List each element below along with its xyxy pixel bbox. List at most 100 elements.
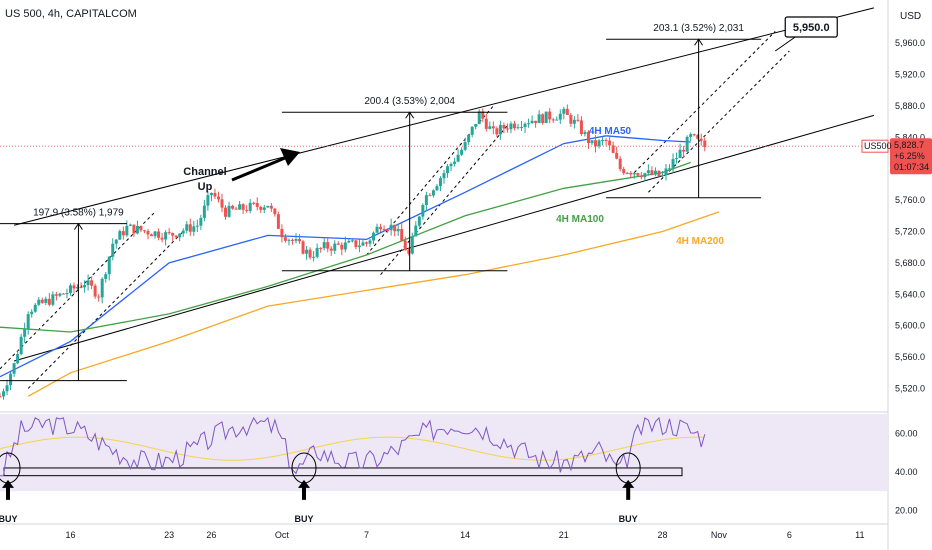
candle-body	[591, 140, 594, 143]
dashed-channel-line	[0, 212, 155, 369]
candle-body	[122, 231, 125, 235]
candle-body	[104, 274, 107, 279]
candle-body	[270, 206, 273, 209]
candle-body	[594, 140, 597, 146]
candle-body	[115, 240, 118, 244]
candle-body	[13, 363, 16, 374]
time-tick-label: 23	[164, 530, 174, 540]
rsi-tick-label: 20.00	[895, 505, 918, 515]
time-tick-label: 14	[460, 530, 470, 540]
candle-body	[210, 193, 213, 195]
candle-body	[460, 150, 463, 155]
candle-body	[196, 226, 199, 227]
channel-upper-line	[14, 8, 874, 225]
target-callout-label: 5,950.0	[793, 22, 830, 34]
candle-body	[185, 224, 188, 230]
channel-lower-line	[14, 115, 874, 361]
candle-body	[44, 299, 47, 303]
candle-body	[2, 391, 5, 396]
candle-body	[287, 240, 290, 241]
candle-body	[139, 226, 142, 230]
candle-body	[566, 109, 569, 115]
candle-body	[97, 297, 100, 298]
candle-body	[62, 294, 65, 295]
candle-body	[249, 203, 252, 211]
candle-body	[23, 329, 26, 337]
candle-body	[675, 158, 678, 159]
candle-body	[478, 111, 481, 124]
candle-body	[573, 120, 576, 124]
candle-body	[601, 140, 604, 141]
measure-label: 200.4 (3.53%) 2,004	[364, 96, 455, 107]
candle-body	[457, 155, 460, 162]
candle-body	[65, 293, 68, 294]
candle-body	[182, 231, 185, 234]
candle-body	[157, 231, 160, 237]
candle-body	[485, 119, 488, 129]
price-badge-value: 5,828.7	[894, 140, 924, 150]
price-tick-label: 5,960.0	[895, 38, 925, 48]
candle-body	[316, 248, 319, 257]
candle-body	[393, 225, 396, 232]
candle-body	[41, 300, 44, 303]
price-tick-label: 5,720.0	[895, 227, 925, 237]
candle-body	[69, 285, 72, 293]
candle-body	[421, 205, 424, 217]
candle-body	[527, 123, 530, 124]
price-tick-label: 5,920.0	[895, 70, 925, 80]
candle-body	[467, 135, 470, 142]
ma-line	[0, 136, 691, 377]
rsi-tick-label: 40.00	[895, 467, 918, 477]
candle-body	[235, 209, 238, 210]
candle-body	[73, 285, 76, 288]
price-tick-label: 5,680.0	[895, 258, 925, 268]
candle-body	[386, 230, 389, 231]
time-tick-label: 28	[657, 530, 667, 540]
candle-body	[108, 257, 111, 275]
candle-body	[48, 299, 51, 305]
time-tick-label: Oct	[275, 530, 290, 540]
candle-body	[622, 169, 625, 173]
candle-body	[390, 225, 393, 230]
candle-body	[55, 294, 58, 295]
candle-body	[608, 141, 611, 146]
dashed-channel-line	[28, 232, 183, 389]
candle-body	[132, 225, 135, 234]
candle-body	[534, 121, 537, 123]
candle-body	[397, 229, 400, 231]
time-tick-label: Nov	[711, 530, 728, 540]
candle-body	[693, 134, 696, 135]
candle-body	[443, 173, 446, 178]
channel-label: Channel	[183, 166, 226, 178]
candle-body	[432, 190, 435, 195]
candle-body	[150, 234, 153, 236]
candle-body	[309, 250, 312, 258]
time-tick-label: 16	[65, 530, 75, 540]
channel-label: Up	[198, 181, 213, 193]
time-tick-label: 6	[787, 530, 792, 540]
candle-body	[552, 119, 555, 120]
candle-body	[87, 280, 90, 285]
candle-body	[361, 242, 364, 245]
candle-body	[513, 124, 516, 128]
candle-body	[143, 230, 146, 231]
candle-body	[629, 173, 632, 174]
candle-body	[221, 199, 224, 207]
candle-body	[524, 124, 527, 127]
candle-body	[517, 127, 520, 128]
candle-body	[647, 170, 650, 173]
candle-body	[541, 114, 544, 123]
candle-body	[101, 279, 104, 297]
candle-body	[80, 287, 83, 288]
candle-body	[369, 240, 372, 243]
candle-body	[263, 207, 266, 209]
buy-label: BUY	[294, 514, 313, 524]
candle-body	[312, 257, 315, 258]
candle-body	[231, 206, 234, 209]
candle-body	[154, 231, 157, 236]
candle-body	[665, 168, 668, 175]
candle-body	[435, 186, 438, 190]
dashed-channel-line	[366, 106, 493, 255]
target-callout-pointer	[775, 37, 795, 51]
